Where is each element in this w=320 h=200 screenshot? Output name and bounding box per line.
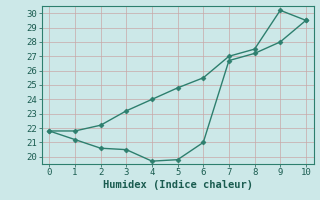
X-axis label: Humidex (Indice chaleur): Humidex (Indice chaleur) (103, 180, 252, 190)
